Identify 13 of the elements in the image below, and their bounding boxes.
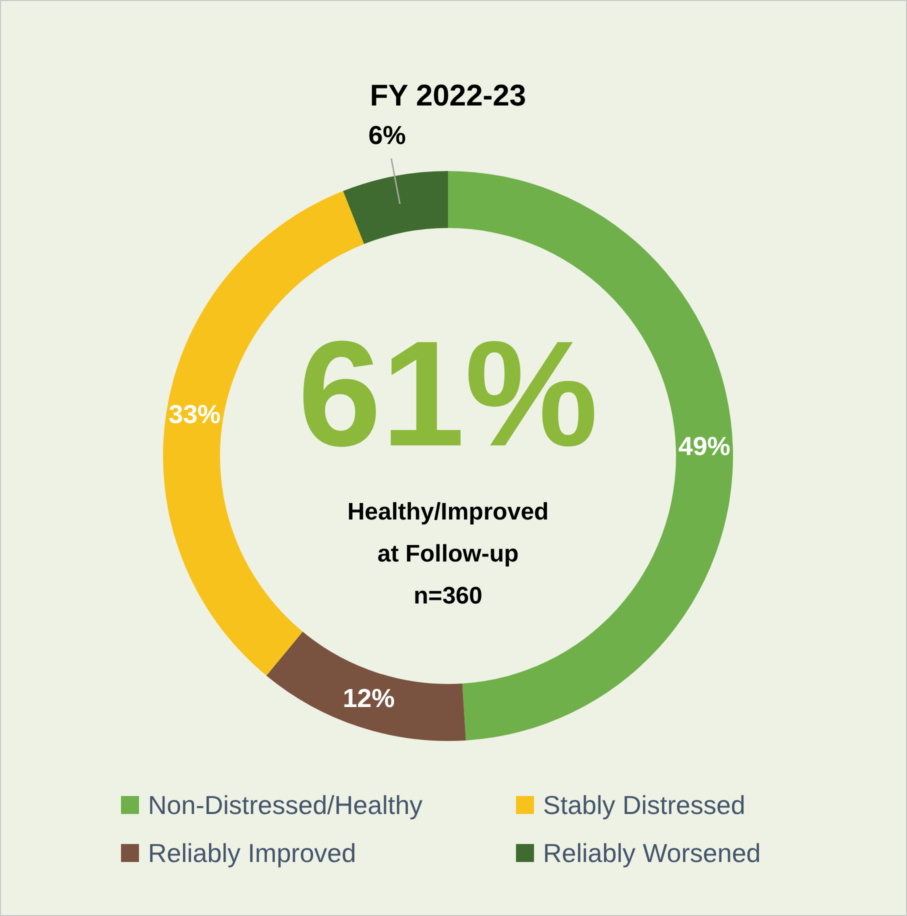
legend-label: Reliably Worsened <box>543 838 761 868</box>
legend-label: Stably Distressed <box>543 790 746 820</box>
data-label: 6% <box>368 120 406 150</box>
legend-label: Non-Distressed/Healthy <box>148 790 423 820</box>
legend-label: Reliably Improved <box>148 838 356 868</box>
text: at Follow-up <box>377 540 519 568</box>
data-label: 33% <box>168 399 221 430</box>
chart-title: FY 2022-23 <box>370 79 526 112</box>
text: Healthy/Improved <box>347 498 549 526</box>
text: 61% <box>298 309 598 478</box>
text: n=360 <box>414 582 482 610</box>
data-label: 12% <box>342 683 395 714</box>
data-label: 49% <box>678 431 730 462</box>
